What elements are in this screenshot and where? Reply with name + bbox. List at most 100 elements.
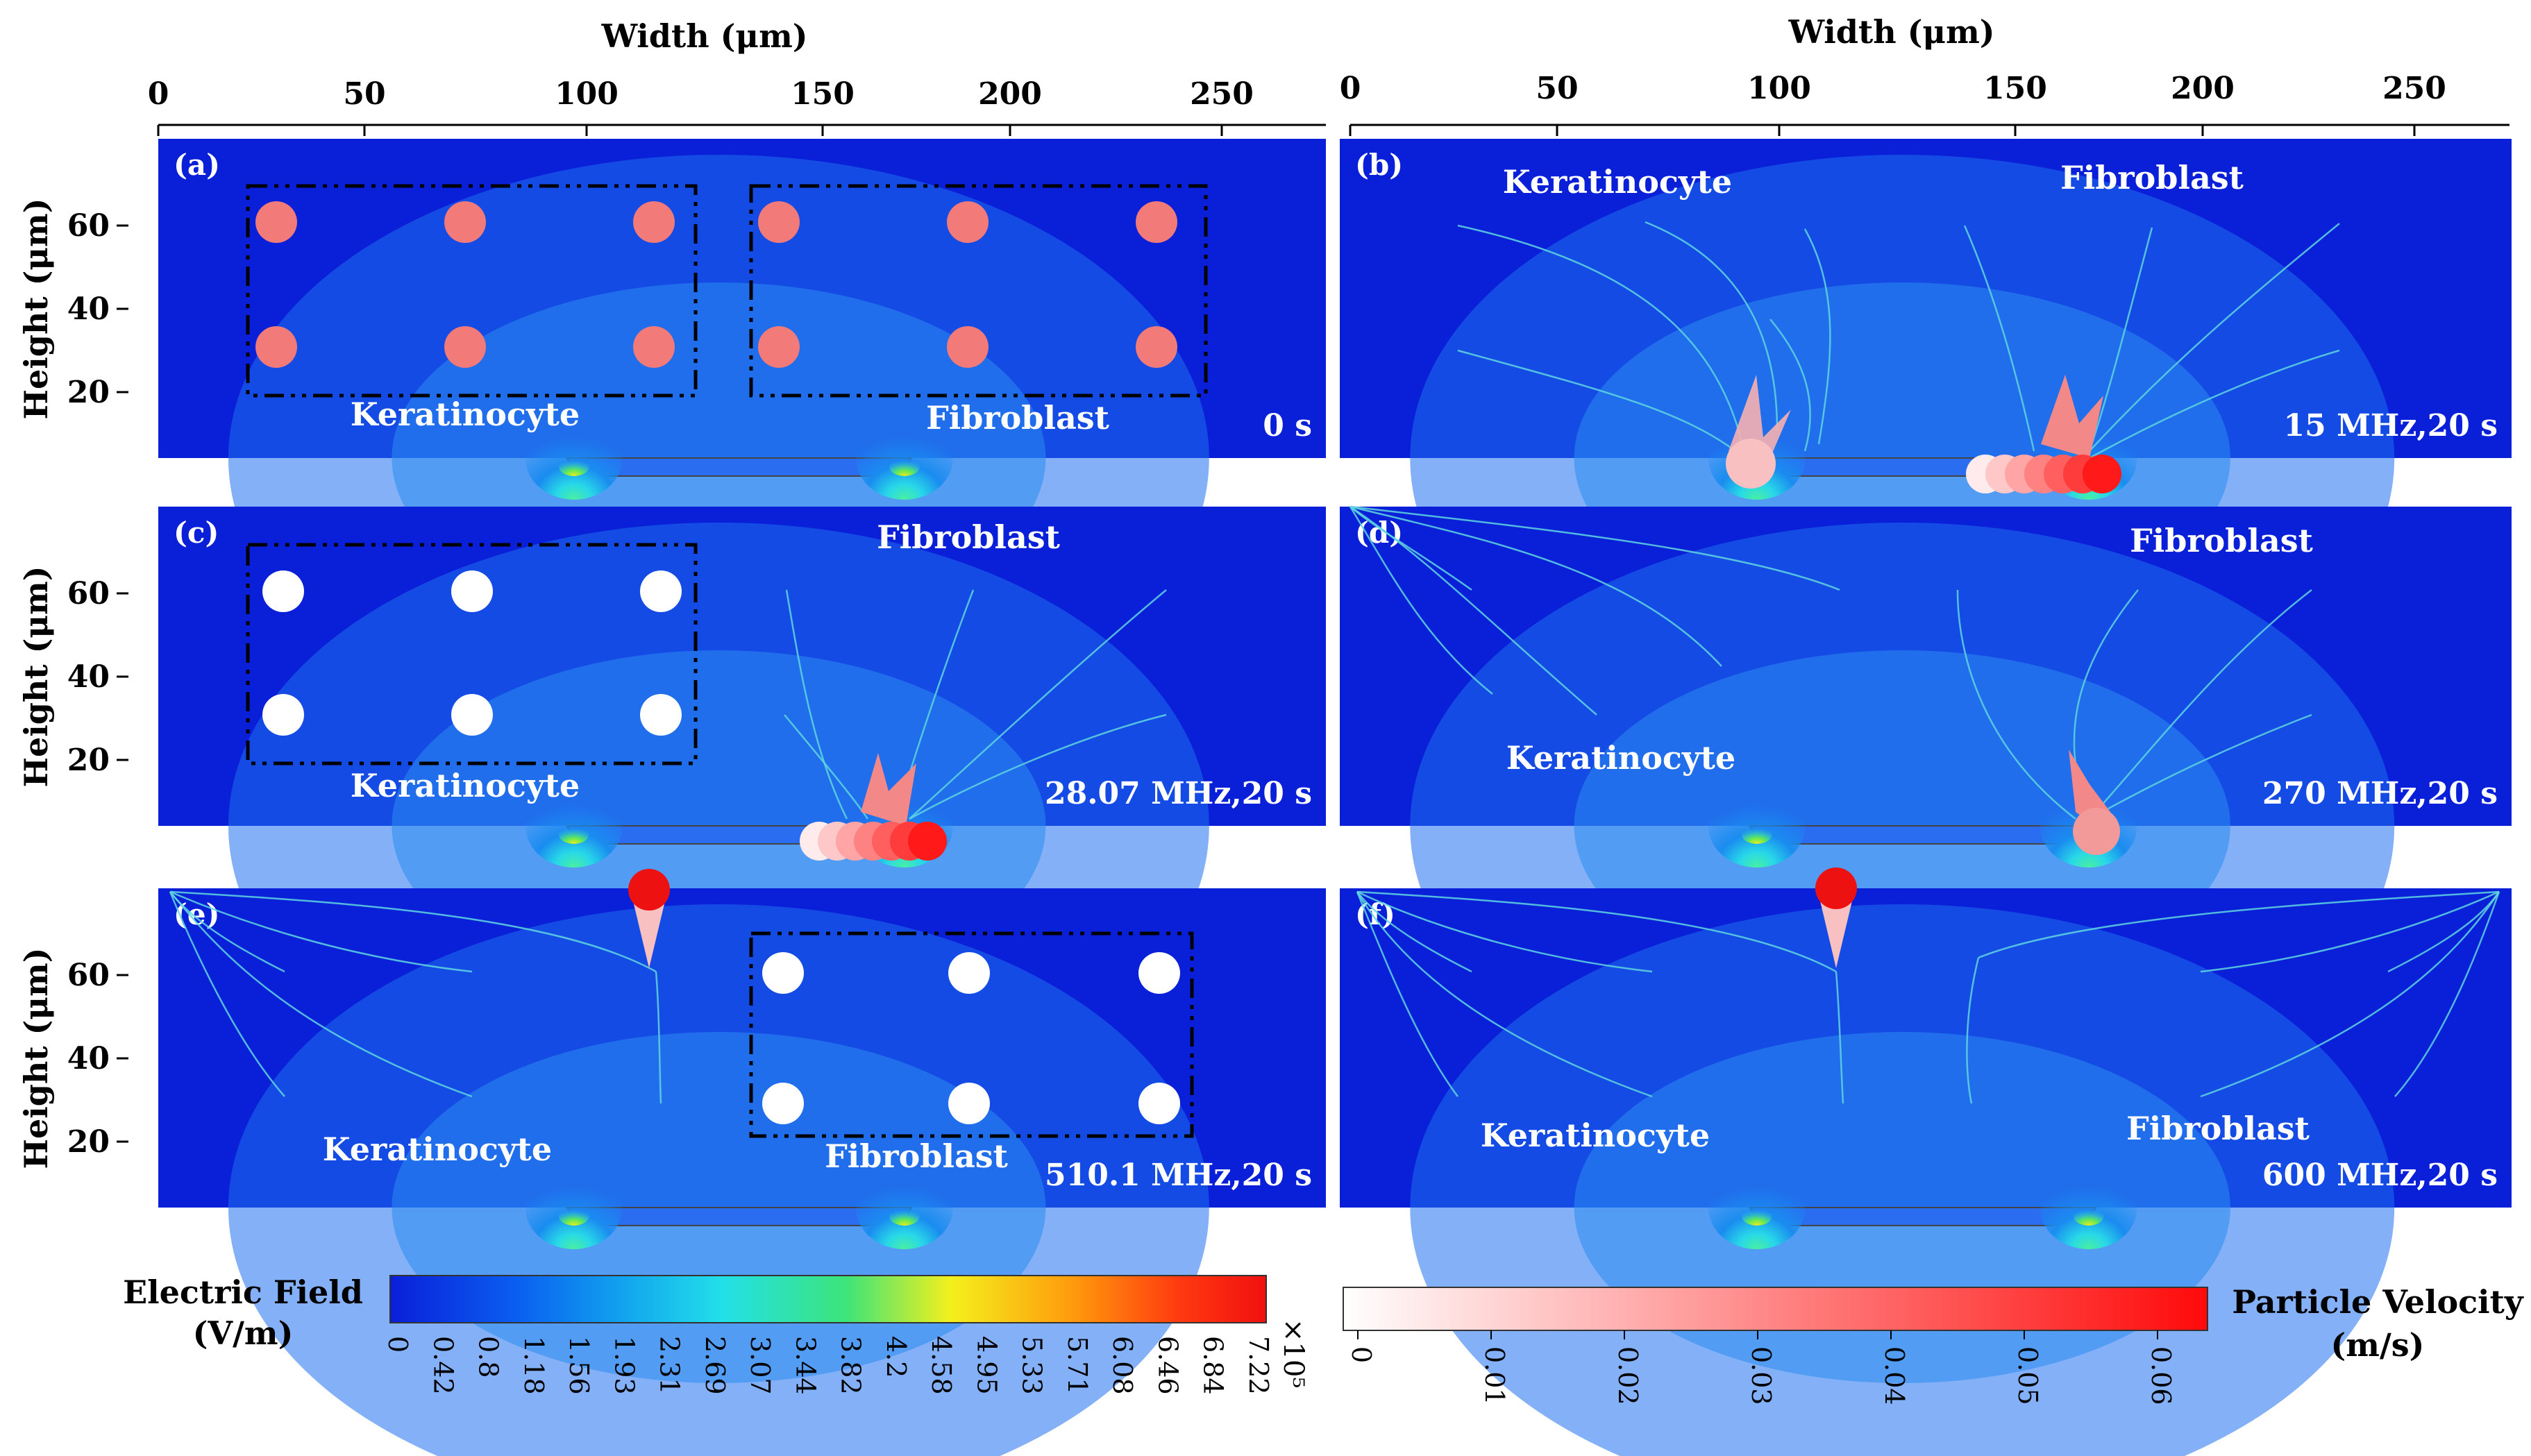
electrode-hotspot-core bbox=[2073, 1206, 2104, 1226]
cell-particle bbox=[1138, 952, 1180, 994]
moving-particle bbox=[2083, 455, 2121, 493]
pv-tick-label: 0.04 bbox=[1879, 1346, 1910, 1405]
particle-trail bbox=[1819, 895, 1853, 968]
cell-particle bbox=[444, 201, 486, 243]
streamline bbox=[2200, 891, 2500, 1098]
pv-gradient-bar bbox=[1343, 1287, 2208, 1331]
cell-particle bbox=[451, 570, 493, 612]
ef-multiplier: ×10⁵ bbox=[1277, 1319, 1309, 1388]
streamline bbox=[1457, 349, 1736, 452]
streamline bbox=[1349, 505, 1722, 667]
panel-letter: (c) bbox=[174, 516, 219, 550]
particle-trail bbox=[861, 753, 916, 826]
ef-title-line2: (V/m) bbox=[193, 1314, 294, 1352]
streamline bbox=[1978, 890, 2500, 959]
x-tick-label: 0 bbox=[148, 76, 169, 112]
electrode-hotspot-core bbox=[558, 824, 589, 844]
condition-label: 510.1 MHz,20 s bbox=[1045, 1158, 1312, 1193]
ef-tick-label: 5.33 bbox=[1017, 1336, 1048, 1395]
cell-particle bbox=[255, 326, 297, 368]
streamline bbox=[1356, 891, 1653, 1098]
y-axis-title: Height (μm) bbox=[17, 198, 55, 420]
ef-tick-label: 6.46 bbox=[1152, 1336, 1183, 1395]
condition-label: 0 s bbox=[1263, 408, 1312, 443]
pv-tick-label: 0.02 bbox=[1613, 1346, 1643, 1405]
streamline bbox=[2089, 349, 2340, 459]
label-keratinocyte: Keratinocyte bbox=[1481, 1117, 1710, 1154]
ef-tick-label: 0.8 bbox=[473, 1336, 504, 1378]
ef-title-line1: Electric Field bbox=[123, 1273, 363, 1311]
pv-title-line2: (m/s) bbox=[2331, 1326, 2425, 1364]
electrode-hotspot-core bbox=[889, 457, 920, 476]
panel-letter: (a) bbox=[174, 148, 220, 182]
label-fibroblast: Fibroblast bbox=[926, 399, 1110, 437]
y-tick-label: 40 bbox=[67, 659, 110, 695]
y-tick-label: 60 bbox=[67, 208, 110, 244]
cell-particle bbox=[1136, 201, 1177, 243]
cell-particle bbox=[262, 570, 304, 612]
x-tick-label: 100 bbox=[555, 76, 619, 112]
streamline bbox=[785, 589, 848, 820]
particle-trail bbox=[2041, 375, 2103, 458]
moving-particle bbox=[2073, 808, 2120, 855]
x-tick-label: 0 bbox=[1340, 71, 1361, 106]
label-keratinocyte: Keratinocyte bbox=[351, 767, 580, 804]
streamline bbox=[2387, 891, 2500, 973]
y-axis-title: Height (μm) bbox=[17, 948, 55, 1169]
ef-tick-label: 2.31 bbox=[655, 1336, 685, 1395]
y-tick-label: 40 bbox=[67, 291, 110, 327]
ef-tick-label: 1.93 bbox=[609, 1336, 639, 1395]
streamline bbox=[1356, 891, 1459, 1097]
streamline bbox=[2394, 891, 2500, 1097]
label-fibroblast: Fibroblast bbox=[2130, 522, 2314, 559]
streamline bbox=[1956, 589, 2076, 820]
x-tick-label: 250 bbox=[1190, 76, 1254, 112]
ef-ticks: 0 0.42 0.8 1.18 1.56 1.93 2.31 2.69 3.07 3.44 3.82… bbox=[382, 1336, 1274, 1395]
cell-particle bbox=[947, 326, 989, 368]
ef-gradient-bar bbox=[389, 1275, 1267, 1323]
x-axis-title-right: Width (μm) bbox=[1788, 13, 1994, 51]
ef-tick-label: 6.08 bbox=[1107, 1336, 1138, 1395]
pv-tick-label: 0 bbox=[1346, 1346, 1377, 1363]
cell-particle bbox=[262, 694, 304, 736]
streamline bbox=[1963, 225, 2035, 452]
pv-tick-label: 0.03 bbox=[1746, 1346, 1776, 1405]
panel-letter: (b) bbox=[1355, 148, 1403, 182]
cell-particle bbox=[633, 201, 675, 243]
streamline bbox=[1769, 319, 1811, 452]
cell-particle bbox=[640, 694, 682, 736]
cell-particle bbox=[948, 952, 990, 994]
cell-region-box bbox=[749, 184, 1208, 398]
panel-letter: (d) bbox=[1355, 516, 1403, 550]
label-fibroblast: Fibroblast bbox=[2060, 159, 2244, 196]
cell-particle bbox=[948, 1083, 990, 1124]
x-tick-label: 150 bbox=[1983, 71, 2047, 106]
cell-particle bbox=[451, 694, 493, 736]
condition-label: 270 MHz,20 s bbox=[2262, 776, 2498, 811]
streamline bbox=[1349, 505, 1840, 591]
x-tick-label: 50 bbox=[343, 76, 385, 112]
moving-particle bbox=[628, 869, 670, 911]
cell-particle bbox=[633, 326, 675, 368]
streamline bbox=[1457, 224, 1744, 445]
electrode-hotspot-core bbox=[1741, 824, 1772, 844]
y-tick-label: 20 bbox=[67, 375, 110, 410]
streamline bbox=[1349, 506, 1472, 591]
velocity-colorbar: 0 0.01 0.02 0.03 0.04 0.05 0.06 Particle Veloc… bbox=[1343, 1283, 2524, 1405]
label-keratinocyte: Keratinocyte bbox=[1503, 163, 1732, 201]
electrode-hotspot-core bbox=[889, 1206, 920, 1226]
label-keratinocyte: Keratinocyte bbox=[1506, 739, 1735, 777]
cell-particle bbox=[1138, 1083, 1180, 1124]
condition-label: 15 MHz,20 s bbox=[2284, 408, 2498, 443]
cell-particle bbox=[758, 201, 800, 243]
x-tick-label: 200 bbox=[2171, 71, 2235, 106]
cell-particle bbox=[255, 201, 297, 243]
streamline bbox=[655, 971, 662, 1104]
streamline bbox=[909, 713, 1167, 820]
label-keratinocyte: Keratinocyte bbox=[351, 396, 580, 433]
axes-layer: Width (μm) Width (μm) 0 50 100 150 200 250 0 5… bbox=[148, 13, 2509, 136]
streamline bbox=[2089, 589, 2312, 820]
ef-tick-label: 5.71 bbox=[1062, 1336, 1093, 1395]
electric-field-colorbar: Electric Field (V/m) 0 0.42 0.8 1.18 1.56 1.9… bbox=[123, 1273, 1309, 1395]
panel-b: (b) 15 MHz,20 s Keratinocyte Fibroblast bbox=[1340, 139, 2512, 761]
